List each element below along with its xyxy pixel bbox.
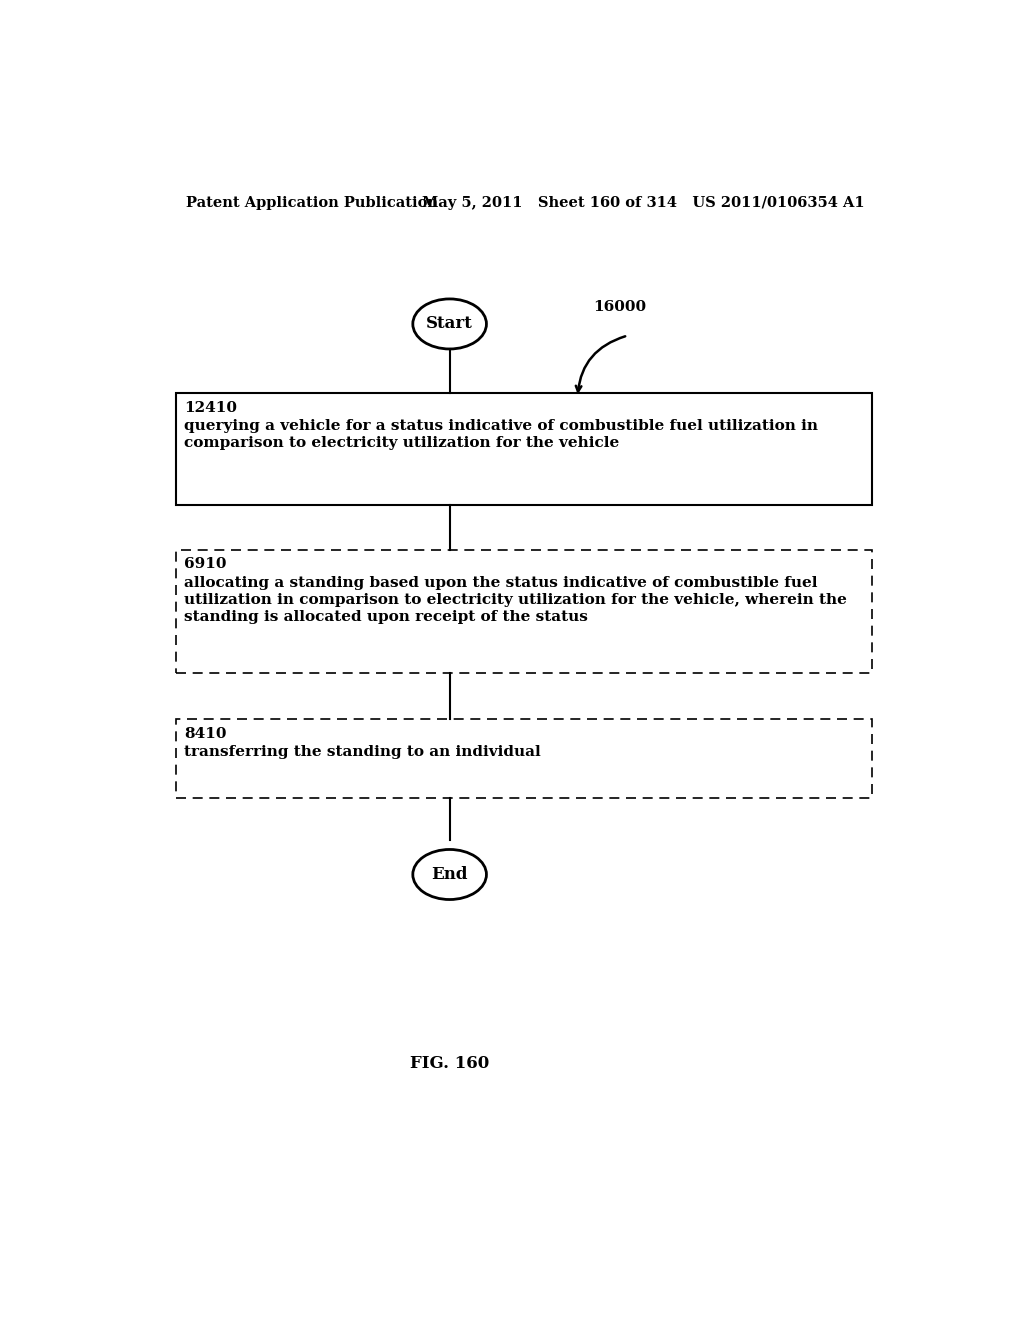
Text: End: End (431, 866, 468, 883)
Text: FIG. 160: FIG. 160 (410, 1055, 489, 1072)
Text: allocating a standing based upon the status indicative of combustible fuel: allocating a standing based upon the sta… (183, 576, 817, 590)
Text: May 5, 2011   Sheet 160 of 314   US 2011/0106354 A1: May 5, 2011 Sheet 160 of 314 US 2011/010… (423, 197, 865, 210)
Text: 12410: 12410 (183, 401, 237, 414)
Text: Start: Start (426, 315, 473, 333)
Text: querying a vehicle for a status indicative of combustible fuel utilization in: querying a vehicle for a status indicati… (183, 420, 818, 433)
Bar (176, 719, 872, 797)
Text: comparison to electricity utilization for the vehicle: comparison to electricity utilization fo… (183, 437, 620, 450)
Text: standing is allocated upon receipt of the status: standing is allocated upon receipt of th… (183, 610, 588, 623)
Text: 6910: 6910 (183, 557, 226, 572)
Text: transferring the standing to an individual: transferring the standing to an individu… (183, 744, 541, 759)
Text: utilization in comparison to electricity utilization for the vehicle, wherein th: utilization in comparison to electricity… (183, 593, 847, 607)
Text: Patent Application Publication: Patent Application Publication (186, 197, 438, 210)
Bar (176, 393, 872, 506)
Text: 8410: 8410 (183, 726, 226, 741)
Text: 16000: 16000 (593, 300, 646, 314)
Bar (176, 549, 872, 673)
